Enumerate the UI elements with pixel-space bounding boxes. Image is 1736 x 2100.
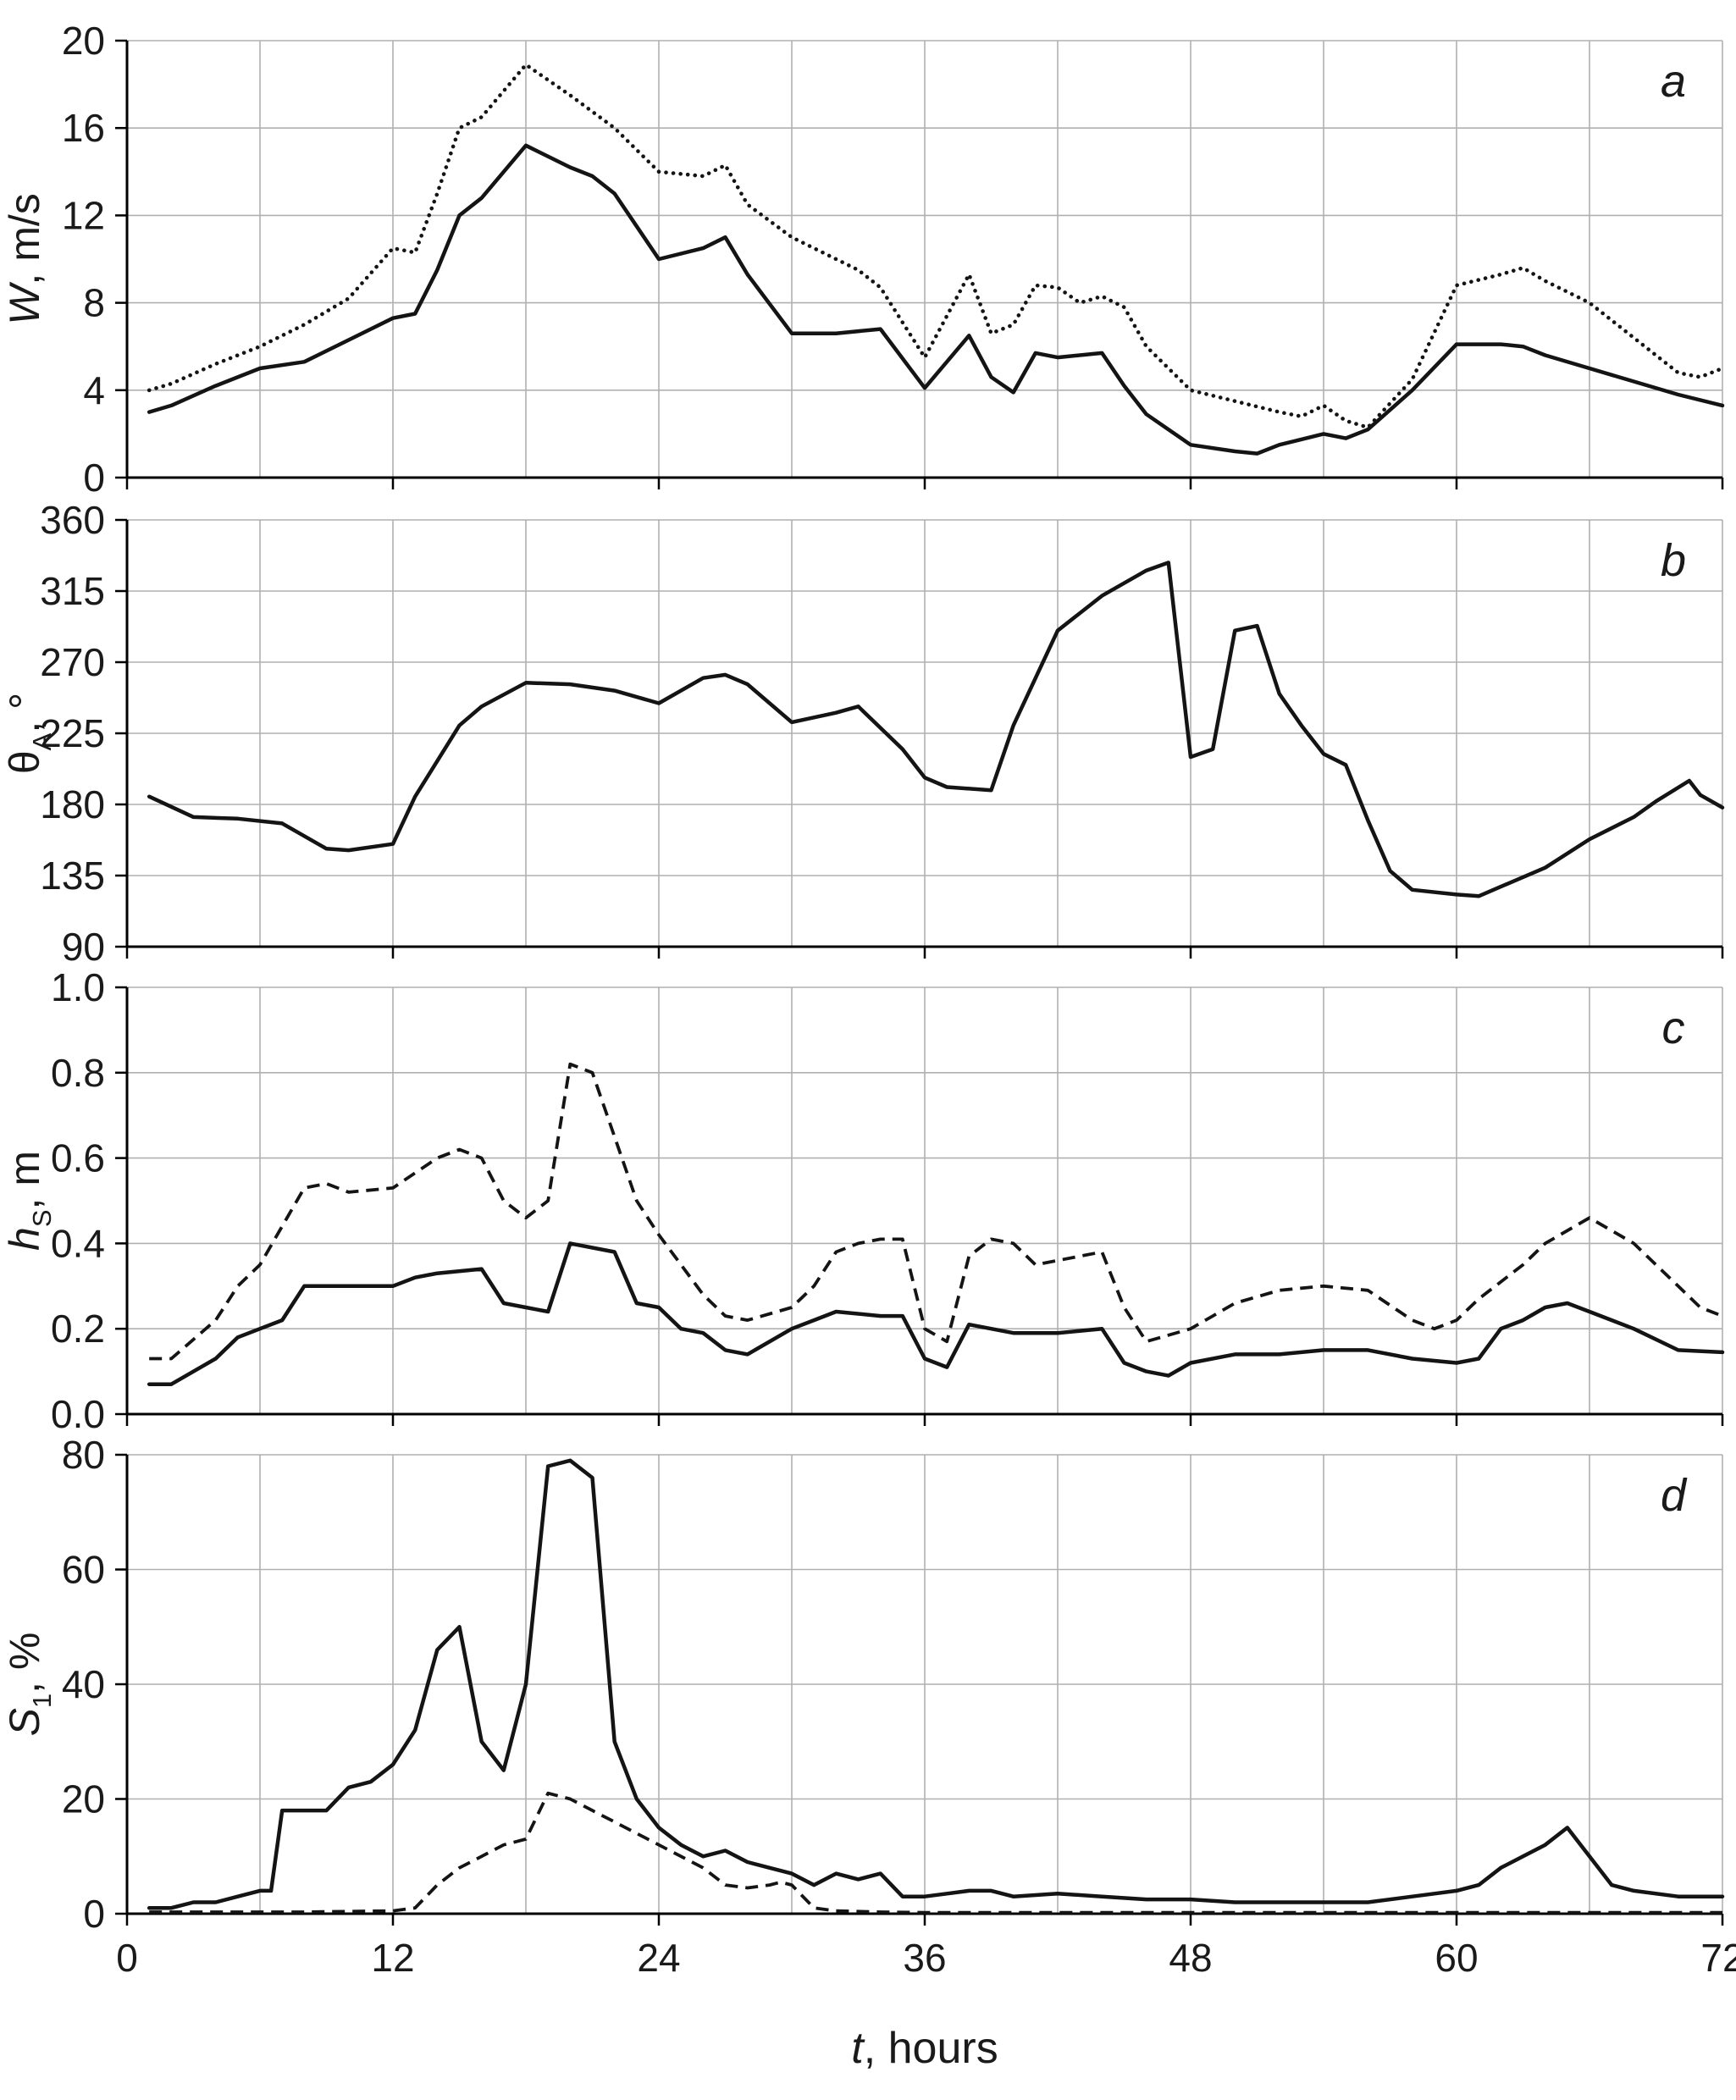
y-tick-label: 270 <box>40 640 105 684</box>
y-axis-title: θA, ° <box>1 693 57 774</box>
x-tick-label: 36 <box>903 1936 946 1980</box>
panel-letter: b <box>1661 535 1686 586</box>
y-tick-label: 0.0 <box>51 1392 105 1436</box>
chart-panel-b: 90 135 180 225 270 315 360 θA, ° b <box>1 505 1725 969</box>
y-tick-label: 90 <box>62 925 105 969</box>
x-tick-label: 24 <box>637 1936 680 1980</box>
y-tick-label: 16 <box>62 106 105 150</box>
y-tick-label: 0.4 <box>51 1221 105 1265</box>
y-axis-title: S1, % <box>1 1633 57 1737</box>
chart-panel-d: 0 20 40 60 80 0 12 24 36 48 60 72 S1, % d t, hours <box>1 1440 1736 2073</box>
y-tick-label: 8 <box>83 281 105 325</box>
x-tick-label: 0 <box>116 1936 138 1980</box>
series-wind-speed-solid <box>147 143 1725 456</box>
y-tick-label: 0 <box>83 456 105 500</box>
panel-letter: d <box>1661 1470 1688 1521</box>
y-tick-label: 12 <box>62 193 105 237</box>
chart-panel-c: 0.0 0.2 0.4 0.6 0.8 1.0 hS, m c <box>1 972 1725 1436</box>
y-tick-label: 0.8 <box>51 1051 105 1095</box>
series-wave-height-dashed <box>149 1062 1723 1361</box>
y-tick-label: 315 <box>40 569 105 613</box>
x-axis-title: t, hours <box>851 2024 998 2073</box>
panel-letter: a <box>1661 56 1686 107</box>
y-tick-label: 1.0 <box>51 972 105 1009</box>
chart-panel-a: 0 4 8 12 16 20 W, m/s a <box>1 20 1725 500</box>
y-tick-label: 40 <box>62 1662 105 1706</box>
y-tick-label: 225 <box>40 711 105 755</box>
series-swell-fraction-solid <box>147 1458 1725 1910</box>
y-tick-label: 60 <box>62 1548 105 1592</box>
series-wave-height-solid <box>147 1241 1725 1386</box>
series-swell-fraction-dashed <box>149 1791 1722 1915</box>
series-wind-direction-solid <box>147 561 1725 898</box>
y-tick-label: 0 <box>83 1892 105 1936</box>
y-tick-label: 80 <box>62 1440 105 1477</box>
panel-letter: c <box>1662 1003 1685 1053</box>
y-tick-label: 20 <box>62 1777 105 1821</box>
series-wind-speed-dotted <box>147 63 1725 430</box>
y-axis-title: hS, m <box>1 1151 57 1251</box>
y-axis-title: W, m/s <box>1 193 48 325</box>
x-tick-label: 72 <box>1700 1936 1736 1980</box>
y-tick-label: 180 <box>40 782 105 826</box>
x-tick-label: 12 <box>371 1936 414 1980</box>
y-tick-label: 135 <box>40 854 105 898</box>
x-tick-label: 48 <box>1169 1936 1212 1980</box>
y-tick-label: 0.2 <box>51 1307 105 1351</box>
x-tick-label: 60 <box>1435 1936 1478 1980</box>
y-tick-label: 360 <box>40 505 105 542</box>
y-tick-label: 20 <box>62 20 105 63</box>
y-tick-label: 4 <box>83 368 105 412</box>
y-tick-label: 0.6 <box>51 1136 105 1180</box>
